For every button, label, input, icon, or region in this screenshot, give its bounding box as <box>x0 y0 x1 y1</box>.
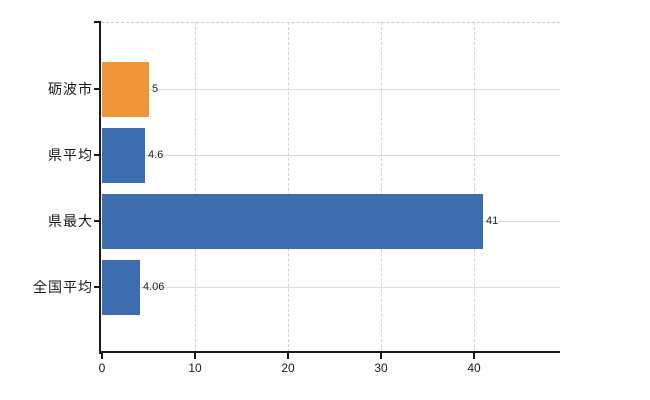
x-axis-tick <box>473 353 475 359</box>
category-label: 県最大 <box>48 213 93 229</box>
bar-value-label: 4.06 <box>143 281 165 293</box>
x-axis-tick-label: 0 <box>98 361 106 375</box>
gridline-vertical <box>474 22 475 352</box>
x-axis-tick-label: 30 <box>374 361 388 375</box>
x-axis-tick-label: 20 <box>281 361 295 375</box>
x-axis-tick <box>380 353 382 359</box>
gridline-vertical <box>381 22 382 352</box>
plot-top-border <box>101 22 560 23</box>
gridline-vertical <box>288 22 289 352</box>
y-axis-tick <box>94 154 101 156</box>
bar-value-label: 5 <box>152 83 159 95</box>
y-axis-line <box>99 22 101 354</box>
gridline-vertical <box>195 22 196 352</box>
x-axis-tick-label: 40 <box>467 361 481 375</box>
bar <box>102 194 483 249</box>
bar-value-label: 41 <box>486 215 499 227</box>
y-axis-tick <box>94 88 101 90</box>
x-axis-tick <box>101 353 103 359</box>
bar <box>102 128 145 183</box>
gridline-horizontal <box>101 155 560 156</box>
category-label: 県平均 <box>48 147 93 163</box>
y-axis-tick <box>94 21 101 23</box>
x-axis-tick-label: 10 <box>188 361 202 375</box>
category-label: 全国平均 <box>33 279 93 295</box>
y-axis-tick <box>94 286 101 288</box>
x-axis-tick <box>194 353 196 359</box>
bar-value-label: 4.6 <box>148 149 164 161</box>
bar <box>102 62 149 117</box>
category-label: 砺波市 <box>48 81 93 97</box>
x-axis-tick <box>287 353 289 359</box>
x-axis-line <box>99 351 560 353</box>
bar <box>102 260 140 315</box>
gridline-horizontal <box>101 89 560 90</box>
y-axis-tick <box>94 220 101 222</box>
gridline-horizontal <box>101 287 560 288</box>
